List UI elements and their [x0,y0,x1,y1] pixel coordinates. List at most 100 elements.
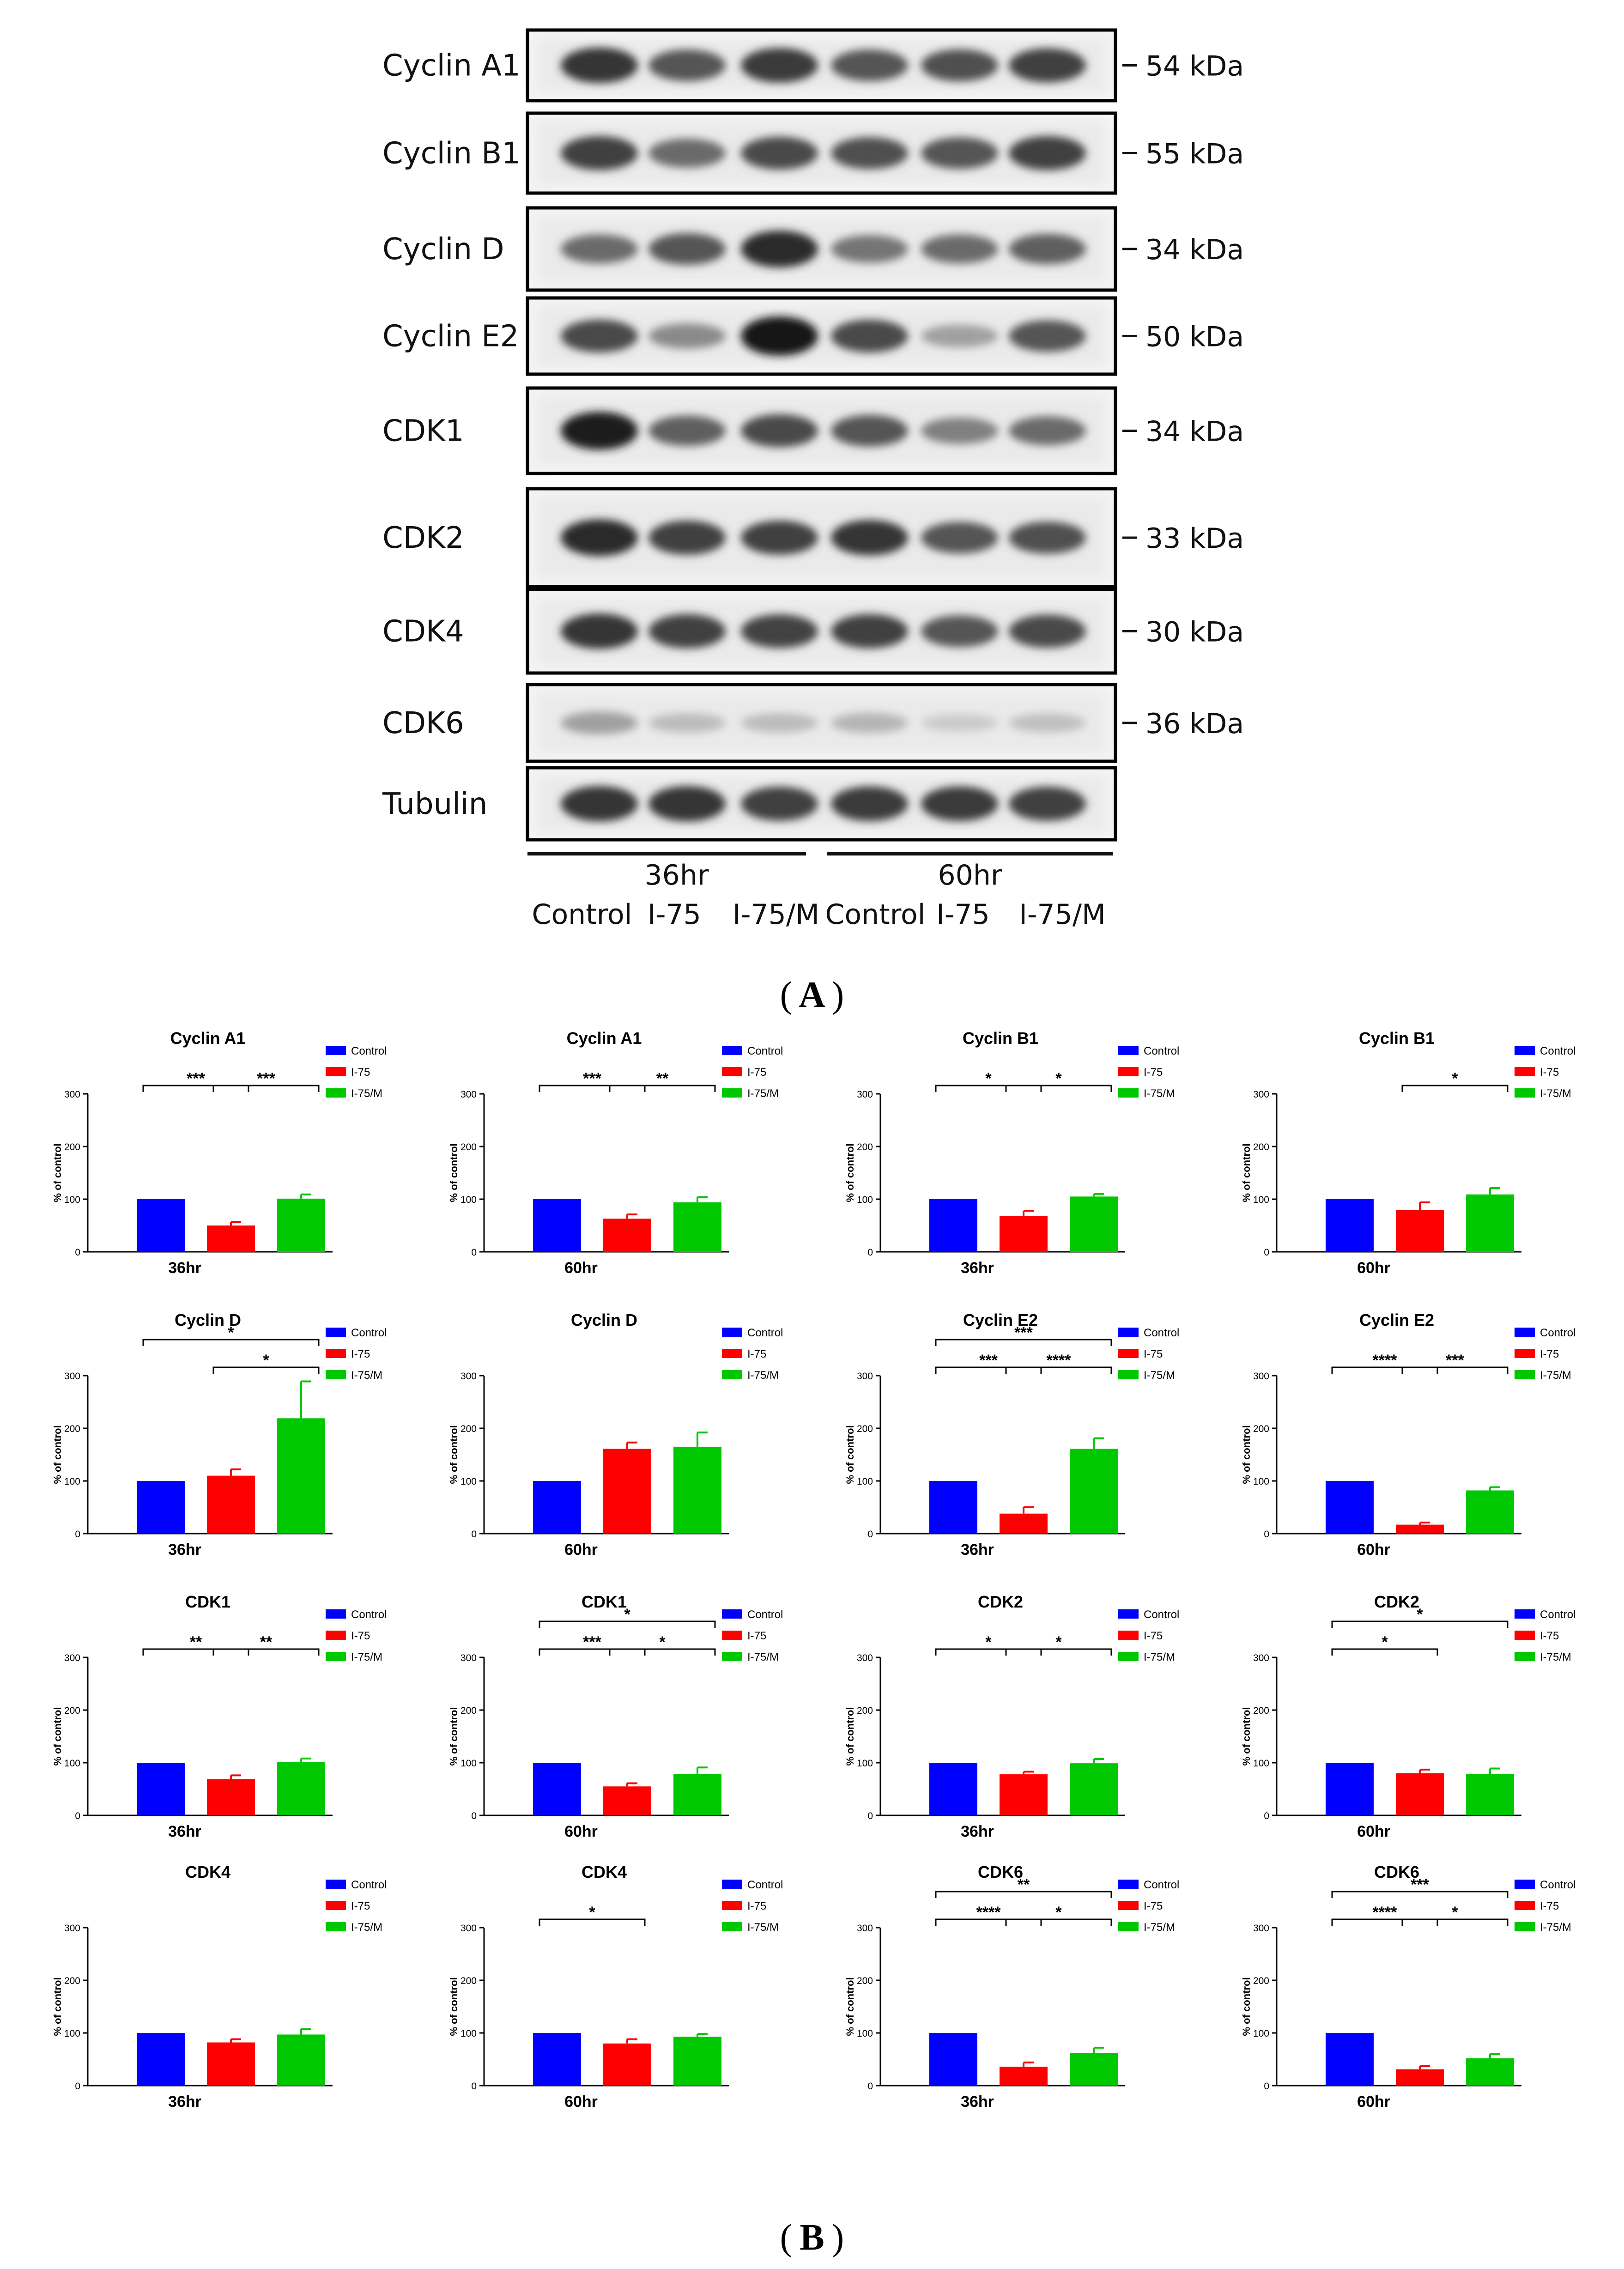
blot-band [831,319,908,353]
y-tick-label: 0 [1264,2081,1269,2092]
y-tick-label: 0 [1264,1811,1269,1821]
x-axis-label: 60hr [1357,1823,1390,1840]
bar [207,1475,255,1534]
legend-label: I-75 [1144,1066,1163,1079]
legend-label: I-75/M [1540,1087,1571,1100]
blot-row: Tubulin [382,766,1117,842]
y-tick-label: 300 [461,1923,477,1934]
significance-bracket [1331,1648,1438,1656]
bar-chart: Cyclin B1 Control I-75 I-75/M 0 100 200 300 % of… [844,1029,1179,1277]
legend-swatch [326,1609,346,1619]
significance-label: **** [1047,1352,1072,1369]
legend-swatch [326,1370,346,1379]
chart-title: Cyclin A1 [567,1029,642,1048]
bar-chart: CDK4 Control I-75 I-75/M 0 100 200 300 % of cont… [52,1863,387,2111]
significance-label: *** [583,1633,601,1651]
blot-band [831,49,908,81]
chart-title: CDK4 [185,1863,230,1881]
legend-swatch [722,1067,742,1076]
y-tick-label: 200 [64,1424,80,1434]
blot-band [648,139,726,168]
bar [277,1418,325,1534]
bar-chart-grid: Cyclin A1 Control I-75 I-75/M 0 100 200 300 % of… [52,1029,1576,2111]
blot-protein-label: Cyclin B1 [382,137,521,171]
blot-band [921,234,998,264]
chart-title: CDK6 [978,1863,1023,1881]
significance-label: * [624,1606,630,1623]
bar-chart: Cyclin E2 Control I-75 I-75/M 0 100 200 300 % of… [844,1310,1179,1559]
time-group-label: 60hr [938,859,1002,892]
x-axis-label: 36hr [961,1541,994,1559]
x-axis-label: 60hr [564,2093,598,2111]
bar [1396,1524,1444,1534]
y-tick-label: 300 [1253,1371,1269,1382]
blot-band [741,521,818,555]
y-tick-label: 100 [64,2028,80,2039]
significance-bracket [935,1648,1042,1656]
blot-band [648,614,726,649]
chart-title: CDK2 [978,1592,1023,1611]
legend-swatch [722,1652,742,1661]
blot-row: Cyclin E2 50 kDa [382,296,1244,376]
blot-band [1009,48,1086,83]
x-axis-label: 60hr [564,1259,598,1277]
y-tick-label: 0 [471,1811,477,1821]
significance-label: *** [257,1070,275,1087]
y-tick-label: 200 [64,1142,80,1153]
blot-band [741,48,818,83]
significance-bracket [935,1918,1042,1926]
significance-bracket [1331,1366,1438,1374]
significance-bracket [142,1339,320,1346]
y-tick-label: 0 [471,1247,477,1258]
y-tick-label: 100 [857,1476,873,1487]
y-tick-label: 200 [857,1424,873,1434]
blot-row: Cyclin D 34 kDa [382,206,1244,292]
bar [533,1199,581,1252]
panel-b-close-paren: ) [832,2217,844,2258]
y-tick-label: 100 [1253,1195,1269,1205]
blot-band [561,319,638,353]
blot-mw-label: 54 kDa [1145,50,1244,83]
legend-swatch [326,1088,346,1098]
legend-label: Control [1144,1608,1179,1621]
significance-label: **** [1373,1904,1398,1921]
legend-swatch [1118,1088,1139,1098]
blot-band [831,786,908,821]
legend-swatch [326,1631,346,1640]
significance-label: * [1055,1070,1062,1087]
y-tick-label: 0 [867,1247,873,1258]
bar [929,2033,977,2086]
legend-swatch [326,1046,346,1055]
bar [673,1446,721,1534]
western-blot-panel: Cyclin A1 54 kDa Cyclin B1 55 kDa Cyclin D 34… [382,28,1244,931]
y-axis-label: % of control [844,1707,856,1765]
blot-band [561,412,638,450]
legend-label: Control [351,1608,387,1621]
legend-label: I-75 [351,1348,370,1360]
bar [207,1226,255,1252]
legend-label: I-75 [1144,1900,1163,1912]
y-axis-label: % of control [844,1143,856,1202]
bar [1070,1449,1118,1534]
significance-label: * [985,1633,992,1651]
blot-band [741,713,818,733]
legend-swatch [1118,1901,1139,1910]
chart-title: CDK2 [1374,1592,1419,1611]
y-tick-label: 300 [1253,1923,1269,1934]
blot-band [1009,713,1086,733]
y-tick-label: 100 [64,1758,80,1769]
legend-label: I-75 [747,1348,766,1360]
legend-swatch [722,1880,742,1889]
bar [603,2043,651,2086]
significance-label: * [589,1904,595,1921]
blot-band [561,48,638,83]
legend-swatch [722,1370,742,1379]
significance-label: * [1452,1070,1458,1087]
bar [207,1779,255,1815]
y-tick-label: 300 [461,1089,477,1100]
legend-label: I-75/M [1144,1921,1175,1934]
legend-label: Control [1540,1045,1576,1057]
y-tick-label: 200 [1253,1142,1269,1153]
x-axis-label: 60hr [564,1541,598,1559]
blot-band [741,231,818,267]
